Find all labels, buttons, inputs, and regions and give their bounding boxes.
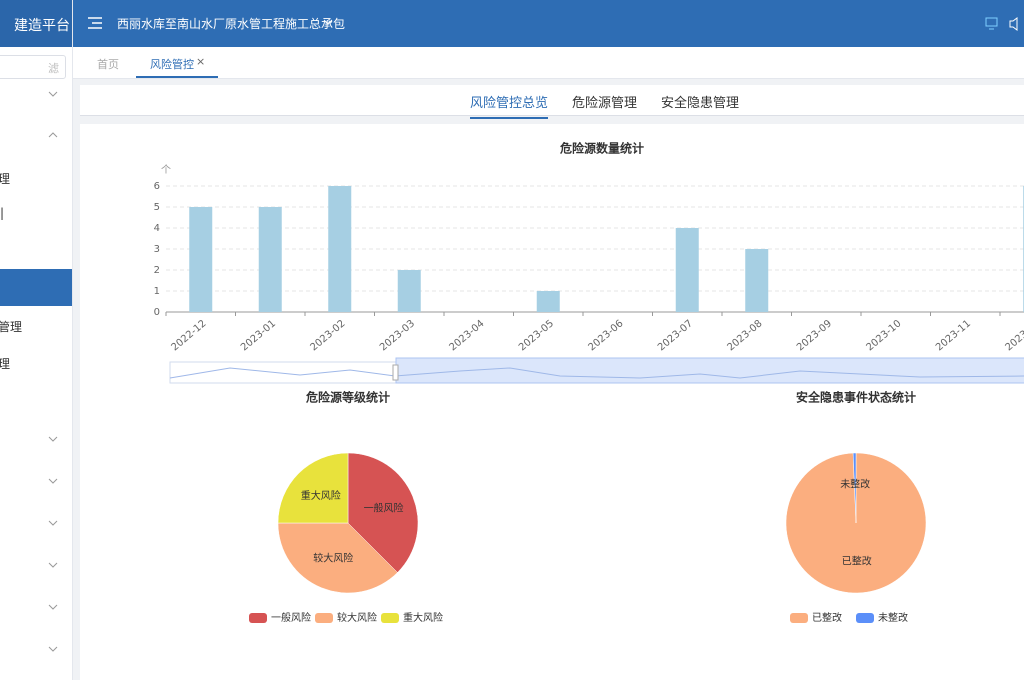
data-zoom[interactable] [169,357,1024,384]
tab-bar: 首页 风险管控 × [73,47,1024,79]
x-tick-label: 2023-01 [239,318,278,353]
y-tick-label: 6 [154,181,160,192]
subtab-bar: 风险管控总览 危险源管理 安全隐患管理 [80,85,1024,119]
legend-swatch [381,613,399,623]
pie-title: 安全隐患事件状态统计 [796,390,916,405]
dropdown-icon [323,19,333,25]
bar [536,291,560,312]
x-tick-label: 2023-06 [587,318,626,353]
tab[interactable]: 首页 [97,58,119,71]
search-placeholder: 滤 [48,62,59,75]
legend-swatch [790,613,808,623]
x-tick-label: 2023-08 [726,318,765,353]
menu-item[interactable]: 管理 [0,320,23,334]
menu-icon[interactable] [88,16,104,30]
slice-label: 一般风险 [364,501,404,514]
active-menu[interactable] [0,269,72,306]
pie-slice [347,452,419,573]
sidebar: 建造平台 滤 理 | 管理 理 [0,0,73,680]
legend-label: 未整改 [878,611,908,624]
y-tick-label: 4 [154,223,160,234]
bar [258,207,282,312]
x-tick-label: 2022-12 [170,318,209,353]
search-box[interactable]: 滤 [0,55,66,79]
slice-label: 重大风险 [301,489,341,502]
active-tab[interactable]: 风险管控 × [136,47,218,78]
bar [189,207,213,312]
x-tick-label: 2023-05 [517,318,556,353]
slice-label: 已整改 [842,554,872,567]
legend-label: 一般风险 [271,611,311,624]
y-tick-label: 1 [154,286,160,297]
y-unit: 个 [161,164,171,176]
slice-label: 较大风险 [313,552,353,565]
subtab[interactable]: 危险源管理 [572,96,638,111]
x-tick-label: 2023-07 [656,318,695,353]
y-tick-label: 3 [154,244,160,255]
legend-label: 重大风险 [403,611,443,624]
pie-slice [277,452,349,524]
x-tick-label: 2023-10 [865,318,904,353]
top-bar: 西丽水库至南山水厂原水管工程施工总承包 [73,0,1024,47]
pie-title: 危险源等级统计 [305,390,390,405]
slice-label: 未整改 [840,478,870,491]
menu-item[interactable]: 理 [0,355,10,372]
legend-swatch [249,613,267,623]
legend-label: 已整改 [812,611,842,624]
tab-close[interactable]: × [196,55,206,68]
legend-swatch [856,613,874,623]
y-tick-label: 2 [154,265,160,276]
header-icons[interactable] [984,17,1024,31]
subtab-active[interactable]: 风险管控总览 [470,92,549,119]
legend-swatch [315,613,333,623]
platform-title: 建造平台 [14,18,70,34]
bar [328,186,352,312]
menu-item[interactable]: | [0,206,5,220]
tab-label: 风险管控 [150,58,194,71]
x-tick-label: 2023-09 [795,318,834,353]
bar-title: 危险源数量统计 [559,141,644,156]
legend-label: 较大风险 [337,611,377,624]
x-tick-label: 2023-02 [309,318,348,353]
menu-item[interactable]: 理 [0,170,10,187]
chevrons [48,91,58,652]
bar [675,228,699,312]
x-tick-label: 2023-03 [378,318,417,353]
bar [397,270,421,312]
y-tick-label: 0 [154,307,160,318]
logo-bar: 建造平台 [0,0,72,47]
subtab[interactable]: 安全隐患管理 [661,96,740,111]
bar [745,249,769,312]
y-tick-label: 5 [154,202,160,213]
x-tick-label: 2023-12 [1004,318,1024,353]
x-tick-label: 2023-11 [934,318,973,353]
pie-slice [852,452,857,524]
x-tick-label: 2023-04 [448,318,487,353]
pie-slice [277,522,398,594]
project-name[interactable]: 西丽水库至南山水厂原水管工程施工总承包 [117,17,346,31]
